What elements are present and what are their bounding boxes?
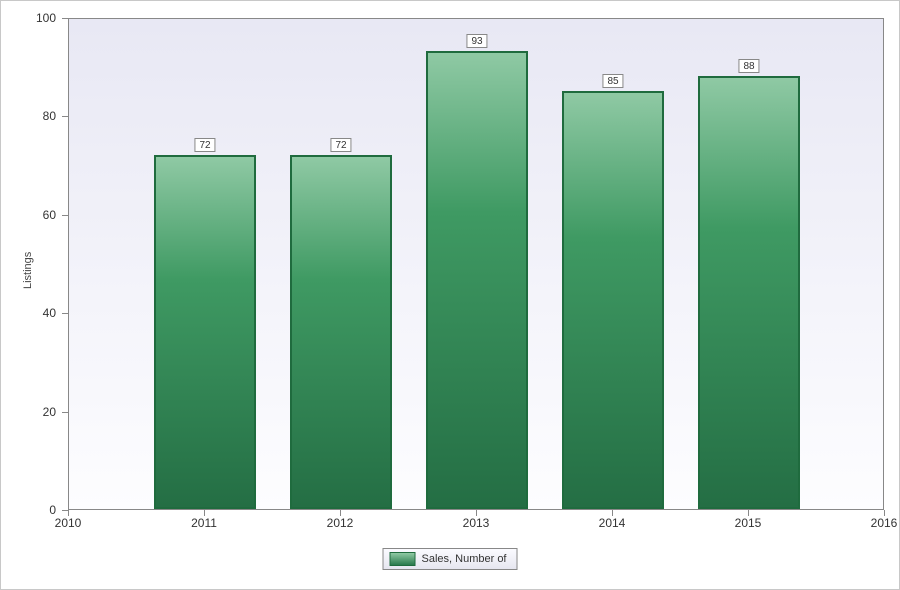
y-axis-title: Listings (22, 252, 34, 289)
x-tick-mark (612, 510, 613, 516)
y-tick-label: 80 (0, 109, 56, 123)
bar-value-label: 85 (602, 74, 623, 88)
x-tick-mark (68, 510, 69, 516)
y-tick-label: 0 (0, 503, 56, 517)
y-tick-label: 100 (0, 11, 56, 25)
x-tick-label: 2014 (599, 516, 626, 530)
bar (562, 91, 664, 509)
bar (154, 155, 256, 509)
x-tick-mark (340, 510, 341, 516)
bars-layer: 72 72 93 85 88 (69, 19, 883, 509)
x-tick-label: 2010 (55, 516, 82, 530)
y-tick-mark (62, 116, 68, 117)
bar (426, 51, 528, 509)
x-tick-mark (748, 510, 749, 516)
x-tick-mark (204, 510, 205, 516)
y-tick-mark (62, 215, 68, 216)
x-tick-label: 2012 (327, 516, 354, 530)
x-tick-label: 2015 (735, 516, 762, 530)
x-tick-mark (884, 510, 885, 516)
y-tick-label: 20 (0, 405, 56, 419)
x-tick-label: 2011 (191, 516, 217, 530)
legend-label: Sales, Number of (422, 553, 507, 565)
legend-swatch (390, 552, 416, 566)
x-tick-label: 2013 (463, 516, 490, 530)
y-tick-mark (62, 412, 68, 413)
y-tick-mark (62, 313, 68, 314)
plot-area: 72 72 93 85 88 (68, 18, 884, 510)
x-tick-mark (476, 510, 477, 516)
bar-value-label: 72 (194, 138, 215, 152)
bar (290, 155, 392, 509)
y-tick-label: 40 (0, 306, 56, 320)
bar-value-label: 88 (738, 59, 759, 73)
x-tick-label: 2016 (871, 516, 898, 530)
y-tick-mark (62, 18, 68, 19)
y-tick-label: 60 (0, 208, 56, 222)
bar-value-label: 72 (330, 138, 351, 152)
bar (698, 76, 800, 509)
bar-value-label: 93 (466, 34, 487, 48)
legend: Sales, Number of (383, 548, 518, 570)
